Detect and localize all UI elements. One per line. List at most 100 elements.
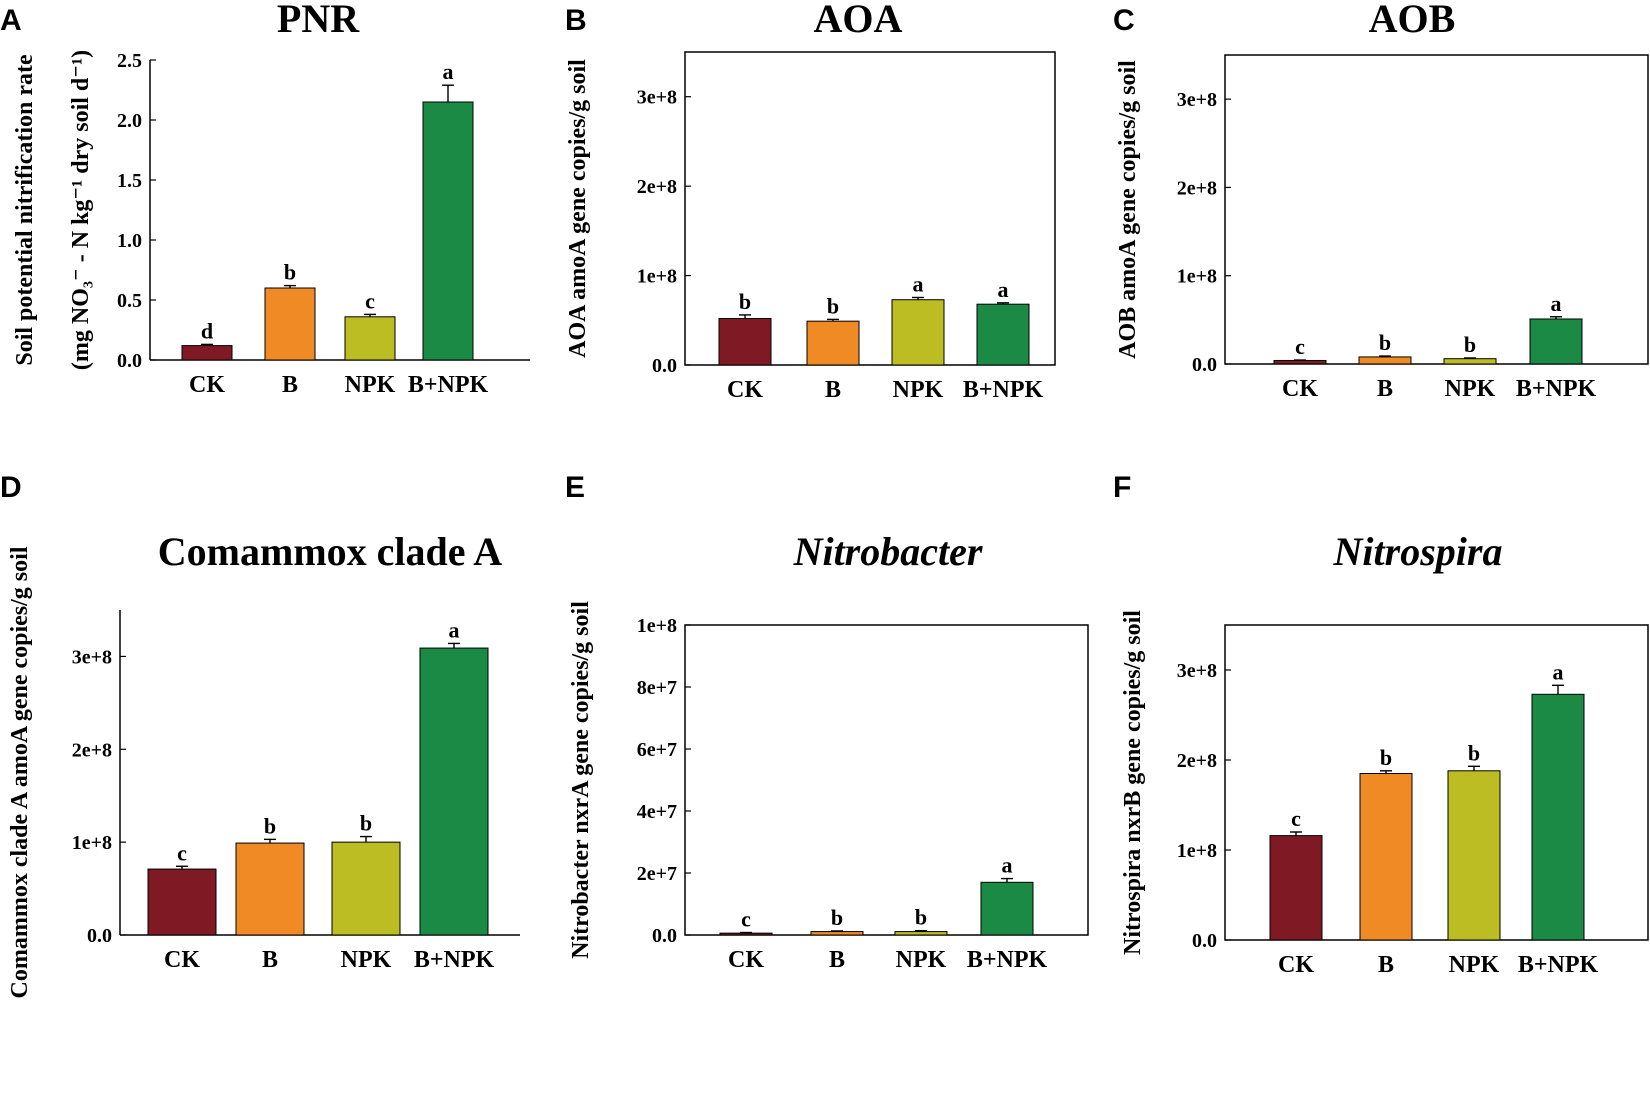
x-tick-label: B xyxy=(1378,952,1394,978)
x-tick-label: CK xyxy=(1278,952,1314,978)
significance-label: d xyxy=(201,318,213,343)
y-axis-label: Nitrospira nxrB gene copies/g soil xyxy=(1120,610,1146,955)
bar-b-npk xyxy=(419,647,489,936)
significance-label: a xyxy=(1002,853,1013,878)
y-tick-label: 1e+8 xyxy=(1177,840,1217,862)
bar-ck xyxy=(719,932,773,936)
x-tick-label: B+NPK xyxy=(1516,376,1597,402)
x-tick-label: NPK xyxy=(1449,952,1500,978)
y-tick-label: 6e+7 xyxy=(637,739,677,761)
bar-npk xyxy=(1447,770,1501,941)
significance-label: c xyxy=(1291,806,1301,831)
chart-panel-d: D Comammox clade A 0.0 1e+8 2e+8 3e+8 Comammox… xyxy=(0,471,520,998)
chart-title: AOA xyxy=(814,0,903,41)
panel-letter: D xyxy=(0,471,22,504)
significance-label: a xyxy=(1551,291,1562,316)
x-tick-label: NPK xyxy=(341,947,392,973)
y-tick-label: 2e+7 xyxy=(637,863,677,885)
bar-b-npk xyxy=(422,101,474,361)
bar-b-npk xyxy=(980,881,1034,936)
y-tick-label: 0.0 xyxy=(117,350,142,372)
significance-label: a xyxy=(913,271,924,296)
plot-frame xyxy=(1224,624,1649,941)
bar-b-npk xyxy=(976,303,1030,366)
x-tick-label: B xyxy=(282,372,298,398)
y-tick-label: 3e+8 xyxy=(1177,660,1217,682)
y-tick-label: 2e+8 xyxy=(1177,750,1217,772)
x-tick-label: CK xyxy=(189,372,225,398)
y-tick-label: 0.0 xyxy=(1192,930,1217,952)
y-tick-label: 0.0 xyxy=(652,925,677,947)
x-tick-label: B+NPK xyxy=(408,372,489,398)
chart-panel-f: F Nitrospira 0.0 1e+8 2e+8 3e+8 Nitrospira nxr… xyxy=(1113,471,1649,978)
y-tick-label: 1e+8 xyxy=(72,832,112,854)
y-tick-label: 1e+8 xyxy=(637,266,677,288)
y-tick-label: 2e+8 xyxy=(637,176,677,198)
bar-npk xyxy=(344,316,396,361)
significance-label: b xyxy=(1380,745,1392,770)
y-tick-label: 0.0 xyxy=(652,355,677,377)
y-tick-label: 1e+8 xyxy=(637,615,677,637)
y-tick-label: 0.5 xyxy=(117,290,142,312)
significance-label: b xyxy=(831,905,843,930)
y-axis-label: AOB amoA gene copies/g soil xyxy=(1115,60,1141,359)
x-tick-label: B xyxy=(262,947,278,973)
significance-label: c xyxy=(741,907,751,932)
bar-ck xyxy=(1269,835,1323,941)
x-tick-label: B+NPK xyxy=(963,377,1044,403)
bar-b xyxy=(264,287,316,361)
x-tick-label: B+NPK xyxy=(1518,952,1599,978)
bar-b xyxy=(1359,773,1413,941)
plot-frame xyxy=(1224,54,1649,365)
significance-label: b xyxy=(1464,332,1476,357)
y-tick-label: 2e+8 xyxy=(1177,177,1217,199)
y-axis-label: Comammox clade A amoA gene copies/g soil xyxy=(7,546,33,998)
panel-letter: E xyxy=(565,471,585,504)
x-tick-label: NPK xyxy=(345,372,396,398)
significance-label: b xyxy=(264,813,276,838)
bar-ck xyxy=(718,317,772,366)
bar-b-npk xyxy=(1529,318,1583,365)
significance-label: a xyxy=(1553,659,1564,684)
significance-label: b xyxy=(360,811,372,836)
y-tick-label: 3e+8 xyxy=(637,87,677,109)
significance-label: b xyxy=(827,293,839,318)
y-tick-label: 1.5 xyxy=(117,170,142,192)
chart-panel-c: C AOB 0.0 1e+8 2e+8 3e+8 AOB amoA gene copies/… xyxy=(1113,0,1649,402)
chart-title: Comammox clade A xyxy=(158,529,503,574)
significance-label: b xyxy=(739,289,751,314)
plot-frame xyxy=(684,51,1056,366)
significance-label: a xyxy=(449,617,460,642)
x-tick-label: CK xyxy=(728,947,764,973)
significance-label: b xyxy=(1468,740,1480,765)
y-tick-label: 2.0 xyxy=(117,110,142,132)
y-tick-label: 0.0 xyxy=(87,925,112,947)
x-tick-label: B xyxy=(825,377,841,403)
chart-panel-b: B AOA 0.0 1e+8 2e+8 3e+8 AOA amoA gene copies/… xyxy=(565,0,1056,403)
bar-ck xyxy=(147,868,217,936)
y-axis-label: (mg NO₃⁻ - N kg⁻¹ dry soil d⁻¹) xyxy=(68,50,94,370)
chart-title: PNR xyxy=(277,0,360,41)
bar-b xyxy=(806,320,860,366)
x-tick-label: B xyxy=(1377,376,1393,402)
panel-letter: F xyxy=(1113,471,1131,504)
bar-b xyxy=(810,931,864,936)
bar-b xyxy=(235,842,305,936)
bar-npk xyxy=(891,299,945,366)
panel-letter: C xyxy=(1113,4,1135,37)
x-tick-label: NPK xyxy=(1445,376,1496,402)
bar-npk xyxy=(894,931,948,936)
chart-panel-e: E Nitrobacter 0.0 2e+7 4e+7 6e+7 8e+7 1e+8 Nitro… xyxy=(565,471,1089,973)
significance-label: c xyxy=(365,288,375,313)
y-tick-label: 2e+8 xyxy=(72,739,112,761)
x-tick-label: CK xyxy=(1282,376,1318,402)
significance-label: b xyxy=(915,905,927,930)
chart-title: AOB xyxy=(1369,0,1456,41)
y-tick-label: 0.0 xyxy=(1192,354,1217,376)
significance-label: a xyxy=(998,277,1009,302)
bar-npk xyxy=(331,841,401,936)
chart-panel-a: A PNR 0.0 0.5 1.0 1.5 2.0 2.5 Soil potential nit… xyxy=(0,0,530,398)
y-axis-label: Nitrobacter nxrA gene copies/g soil xyxy=(568,601,594,959)
x-tick-label: B+NPK xyxy=(414,947,495,973)
bar-npk xyxy=(1443,358,1497,365)
